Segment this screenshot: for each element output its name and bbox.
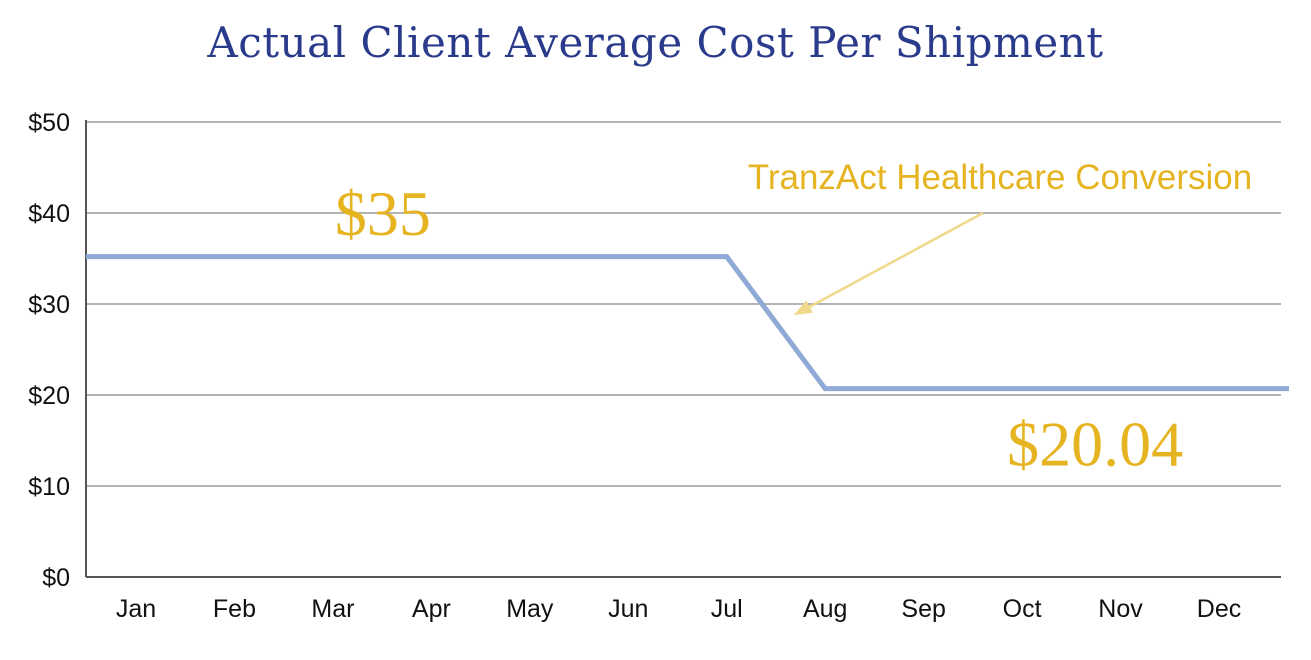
x-tick-label: Dec [1197, 595, 1241, 623]
x-axis-tick-labels: Jan Feb Mar Apr May Jun Jul Aug Sep Oct Nov Dec [116, 595, 1241, 623]
x-tick-label: Mar [311, 595, 354, 623]
axes [85, 120, 1281, 578]
y-tick-label: $10 [28, 473, 70, 501]
series-line [86, 254, 1289, 392]
y-tick-label: $0 [42, 564, 70, 592]
y-tick-label: $20 [28, 382, 70, 410]
chart-title: Actual Client Average Cost Per Shipment [207, 18, 1104, 67]
y-tick-label: $40 [28, 200, 70, 228]
gridlines [86, 121, 1281, 487]
y-tick-label: $30 [28, 291, 70, 319]
annotation-arrow-shaft [801, 211, 984, 313]
annotations-group: $35 $20.04 TranzAct Healthcare Conversio… [335, 158, 1252, 480]
annotation-arrow-head [793, 300, 813, 316]
annotation-after-value: $20.04 [1007, 409, 1183, 480]
y-tick-label: $50 [28, 109, 70, 137]
y-axis-tick-labels: $0 $10 $20 $30 $40 $50 [28, 109, 70, 592]
x-tick-label: Jan [116, 595, 156, 623]
series-group [86, 254, 1289, 392]
x-tick-label: Nov [1098, 595, 1143, 623]
x-tick-label: Jul [711, 595, 743, 623]
annotation-before-value: $35 [335, 178, 431, 249]
x-tick-label: Oct [1003, 595, 1042, 623]
x-tick-label: Jun [608, 595, 648, 623]
x-tick-label: May [506, 595, 554, 623]
x-tick-label: Apr [412, 595, 451, 623]
annotation-conversion-label: TranzAct Healthcare Conversion [748, 158, 1252, 197]
x-tick-label: Sep [901, 595, 945, 623]
x-tick-label: Feb [213, 595, 256, 623]
x-tick-label: Aug [803, 595, 847, 623]
